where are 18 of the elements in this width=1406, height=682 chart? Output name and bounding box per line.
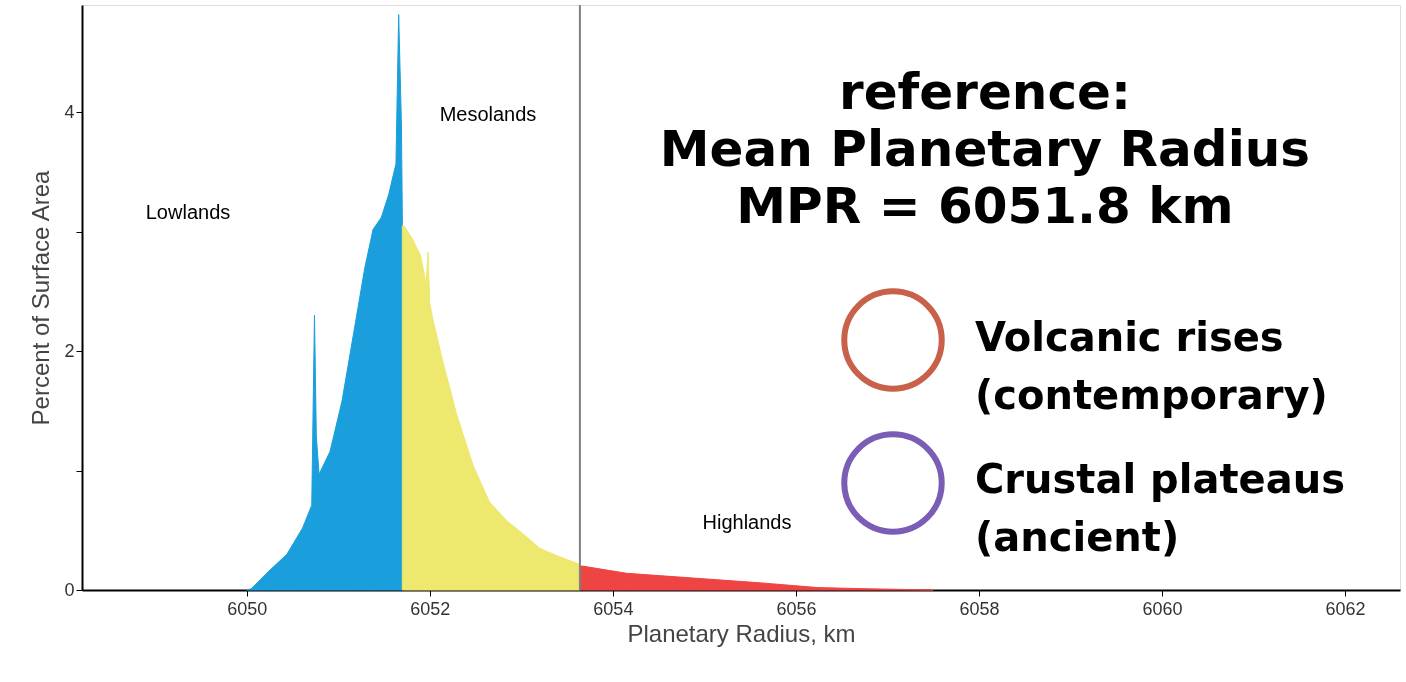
annotation: Highlands: [702, 511, 792, 533]
annotation: Lowlands: [145, 201, 231, 223]
x-tick-label: 6058: [959, 598, 1000, 619]
x-tick-label: 6060: [1142, 598, 1183, 619]
y-tick-label: 2: [64, 340, 75, 361]
x-tick-label: 6054: [593, 598, 634, 619]
y-axis-title: Percent of Surface Area: [27, 169, 55, 426]
annotation: reference: Mean Planetary Radius MPR = 6051.8 km: [659, 63, 1311, 235]
x-axis-title: Planetary Radius, km: [627, 619, 856, 647]
y-tick-label: 0: [64, 579, 75, 600]
x-tick-label: 6056: [776, 598, 817, 619]
x-tick-label: 6050: [227, 598, 268, 619]
annotation: Mesolands: [439, 103, 537, 125]
annotation: Volcanic rises (contemporary): [975, 314, 1328, 418]
annotation: Crustal plateaus (ancient): [975, 456, 1345, 560]
y-tick-label: 4: [64, 101, 75, 122]
x-tick-label: 6062: [1325, 598, 1366, 619]
x-tick-label: 6052: [410, 598, 451, 619]
